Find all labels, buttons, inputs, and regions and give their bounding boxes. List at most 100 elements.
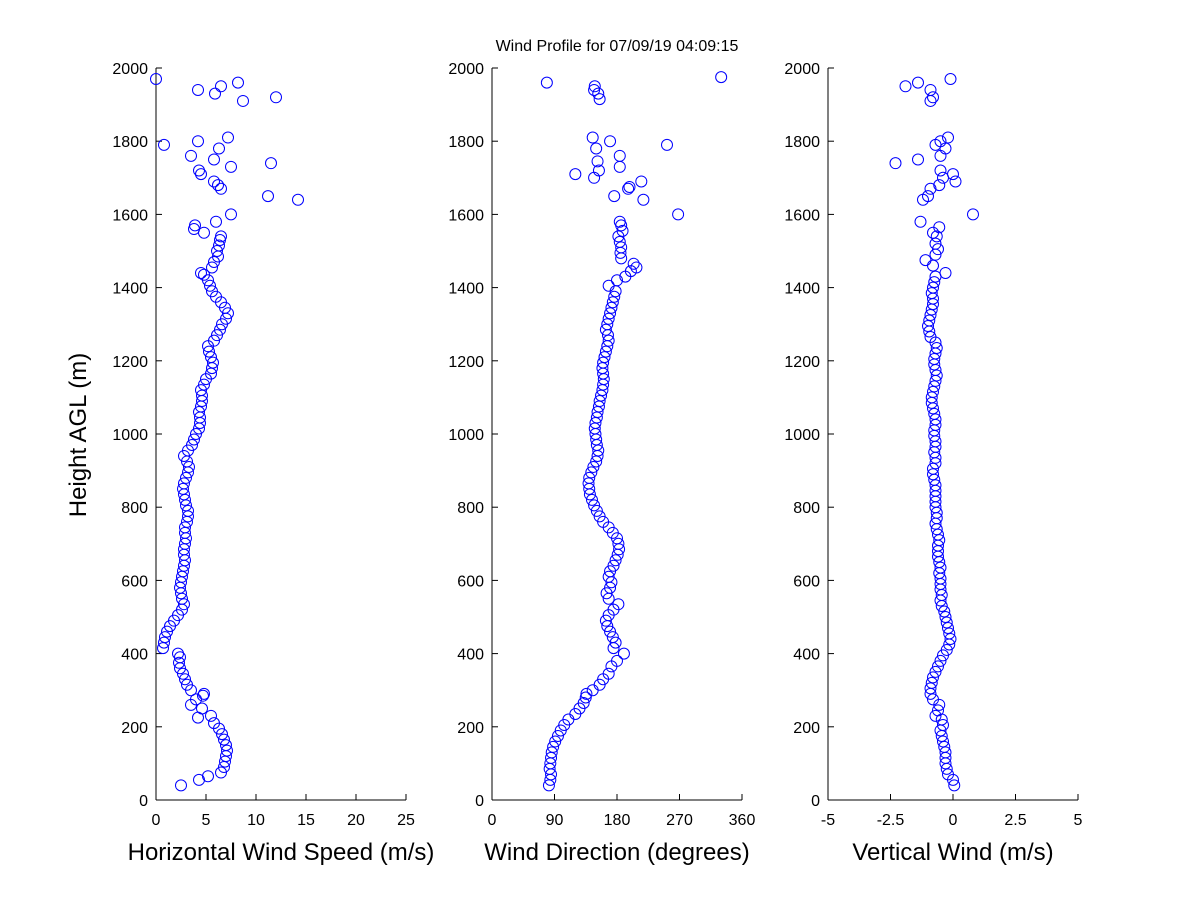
vertical-wind-points [889, 72, 979, 792]
vertical-wind-data-point [929, 479, 942, 492]
direction-data-point [590, 142, 603, 155]
speed-data-point [218, 733, 230, 746]
vertical-wind-data-point [944, 72, 957, 85]
vertical-wind-data-point [930, 230, 943, 243]
speed-data-point [206, 261, 218, 274]
direction-data-point [545, 746, 558, 759]
direction-data-point [611, 654, 623, 667]
speed-data-point [270, 91, 282, 104]
direction-y-tick-label: 1600 [448, 207, 484, 224]
speed-data-point [265, 157, 277, 170]
vertical-wind-data-point [919, 254, 932, 267]
speed-data-point [208, 717, 220, 730]
direction-data-point [608, 290, 621, 303]
vertical-wind-data-point [940, 643, 953, 656]
direction-data-point [588, 80, 601, 93]
speed-data-point [211, 329, 223, 342]
vertical-wind-data-point [924, 182, 937, 195]
vertical-wind-x-tick-label: 5 [1074, 812, 1083, 829]
direction-data-point [602, 667, 615, 680]
speed-data-point [237, 94, 249, 107]
speed-data-point [214, 323, 226, 336]
direction-x-tick-label: 270 [666, 812, 693, 829]
vertical-wind-y-tick-label: 800 [793, 500, 820, 517]
speed-data-point [161, 625, 173, 638]
direction-data-point [582, 477, 595, 490]
direction-data-point [599, 345, 612, 358]
direction-data-point [615, 241, 628, 254]
direction-data-point [602, 312, 615, 325]
vertical-wind-data-point [925, 676, 938, 689]
direction-data-point [661, 138, 673, 151]
speed-data-point [220, 739, 232, 752]
speed-data-point [178, 477, 190, 490]
vertical-wind-data-point [912, 153, 924, 166]
direction-data-point [672, 208, 685, 221]
speed-data-point [215, 230, 227, 243]
vertical-wind-data-point [944, 632, 957, 645]
speed-y-tick-label: 1600 [112, 207, 148, 224]
speed-data-point [205, 709, 217, 722]
direction-data-point [609, 636, 622, 649]
vertical-wind-data-point [927, 91, 939, 104]
direction-y-tick-label: 2000 [448, 61, 484, 78]
speed-data-point [197, 689, 209, 702]
direction-data-point [592, 164, 605, 177]
direction-data-point [612, 598, 625, 611]
speed-data-point [222, 131, 234, 144]
speed-data-point [203, 345, 215, 358]
direction-data-point [608, 190, 621, 203]
direction-x-tick-label: 0 [488, 812, 497, 829]
direction-data-point [586, 131, 599, 144]
vertical-wind-y-tick-label: 1600 [784, 207, 820, 224]
vertical-wind-y-tick-label: 1200 [784, 354, 820, 371]
direction-data-point [611, 274, 623, 287]
speed-data-point [158, 636, 170, 649]
speed-data-point [150, 72, 162, 85]
speed-data-point [177, 667, 189, 680]
vertical-wind-y-tick-label: 600 [793, 573, 820, 590]
speed-data-point [209, 87, 221, 100]
speed-data-point [190, 693, 202, 706]
vertical-wind-data-point [933, 221, 946, 234]
direction-data-point [597, 356, 610, 369]
vertical-wind-data-point [922, 320, 934, 333]
speed-data-point [192, 83, 204, 96]
vertical-wind-panel: -5 -2.5 0 2.5 5 0 200 400 600 800 1000 1200 1400 1600… [784, 61, 1082, 866]
vertical-wind-data-point [924, 309, 937, 322]
speed-y-tick-label: 200 [121, 720, 148, 737]
vertical-wind-data-point [927, 671, 939, 684]
figure-title: Wind Profile for 07/09/19 04:09:15 [496, 38, 739, 55]
vertical-wind-data-point [927, 385, 939, 398]
speed-data-point [208, 153, 220, 166]
speed-data-point [172, 647, 184, 660]
direction-data-point [715, 71, 728, 84]
speed-data-point [202, 770, 214, 783]
vertical-wind-x-tick-label: -2.5 [877, 812, 905, 829]
vertical-wind-data-point [932, 660, 944, 673]
vertical-wind-data-point [925, 287, 938, 300]
speed-x-tick-label: 0 [152, 812, 161, 829]
direction-data-point [593, 395, 606, 408]
speed-data-point [225, 160, 237, 173]
speed-y-tick-label: 400 [121, 647, 148, 664]
speed-data-point [188, 433, 200, 446]
direction-data-point [635, 175, 648, 188]
vertical-wind-data-point [929, 665, 942, 678]
speed-points [150, 72, 304, 792]
direction-data-point [577, 697, 590, 710]
direction-data-point [590, 504, 603, 517]
direction-data-point [540, 76, 553, 89]
vertical-wind-data-point [932, 243, 944, 256]
vertical-wind-y-tick-label: 2000 [784, 61, 820, 78]
direction-data-point [591, 155, 604, 168]
speed-data-point [210, 215, 222, 228]
vertical-wind-data-point [928, 407, 941, 420]
direction-data-point [612, 537, 625, 550]
vertical-wind-y-tick-label: 0 [811, 793, 820, 810]
vertical-wind-x-tick-label: 2.5 [1004, 812, 1026, 829]
direction-data-point [637, 193, 650, 206]
vertical-wind-data-point [934, 561, 947, 574]
